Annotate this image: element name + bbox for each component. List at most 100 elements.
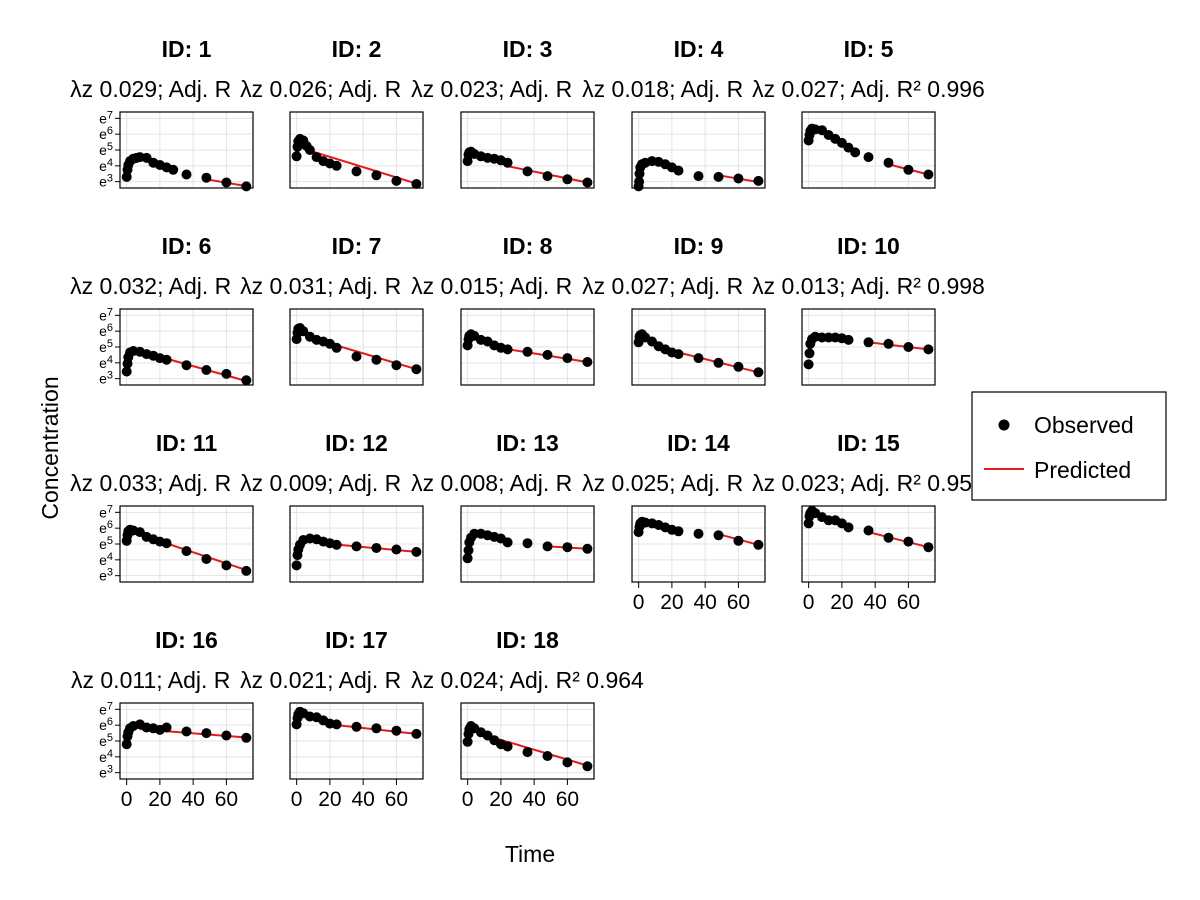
panel-subtitle-backdrop (742, 273, 995, 301)
observed-point (241, 375, 252, 386)
observed-point (201, 728, 212, 739)
panel-title: ID: 10 (837, 233, 900, 259)
panel-title: ID: 17 (325, 627, 388, 653)
observed-point (843, 522, 854, 533)
observed-point (903, 536, 914, 547)
observed-point (351, 541, 362, 552)
y-tick-label: e6 (99, 322, 113, 339)
observed-point (634, 176, 645, 187)
panel-title: ID: 2 (332, 36, 382, 62)
observed-point (221, 730, 232, 741)
y-tick-label: e3 (99, 370, 113, 387)
observed-point (673, 349, 684, 360)
panel-8: ID: 8λz 0.015; Adj. R² 0.977 (401, 233, 654, 386)
x-tick-label: 60 (215, 788, 238, 811)
x-tick-label: 20 (148, 788, 171, 811)
y-tick-label: e7 (99, 109, 113, 126)
y-tick-label: e7 (99, 306, 113, 323)
panel-title: ID: 12 (325, 430, 388, 456)
observed-point (161, 354, 172, 365)
observed-point (753, 539, 764, 550)
x-tick-label: 20 (318, 788, 341, 811)
y-tick-label: e5 (99, 338, 113, 355)
y-tick-label: e5 (99, 732, 113, 749)
observed-point (181, 169, 192, 180)
observed-point (241, 565, 252, 576)
observed-point (923, 542, 934, 553)
legend-predicted-label: Predicted (1034, 457, 1131, 483)
observed-point (351, 351, 362, 362)
panel-5: ID: 5 λz 0.027; Adj. R² 0.996 (742, 36, 995, 189)
panel-subtitle-backdrop (742, 76, 995, 104)
predicted-line (868, 341, 929, 351)
observed-point (168, 164, 179, 175)
panel-frame (289, 505, 424, 583)
observed-point (522, 166, 533, 177)
panel-title: ID: 6 (162, 233, 212, 259)
observed-point (221, 368, 232, 379)
observed-point (522, 747, 533, 758)
panel-title: ID: 11 (156, 430, 218, 456)
observed-point (863, 337, 874, 348)
observed-point (542, 541, 553, 552)
observed-point (713, 171, 724, 182)
panel-frame (460, 505, 595, 583)
panel-frame (631, 505, 766, 583)
observed-point (241, 732, 252, 743)
observed-point (582, 177, 593, 188)
observed-point (883, 532, 894, 543)
observed-point (181, 546, 192, 557)
panel-frame (460, 702, 595, 780)
observed-point (371, 543, 382, 553)
predicted-line (868, 531, 929, 549)
panel-subtitle: λz 0.024; Adj. R² 0.964 (411, 667, 644, 693)
panel-frame (801, 111, 936, 189)
observed-point (733, 535, 744, 546)
y-tick-label: e5 (99, 535, 113, 552)
x-tick-label: 60 (727, 591, 750, 614)
panel-frame (289, 111, 424, 189)
panel-subtitle: λz 0.013; Adj. R² 0.998 (752, 273, 985, 299)
observed-point (291, 560, 302, 571)
panel-title: ID: 1 (162, 36, 212, 62)
observed-point (693, 353, 704, 364)
observed-point (411, 546, 422, 557)
panel-15: ID: 15 λz 0.023; Adj. R² 0.958 0 20 40 60 (742, 430, 995, 614)
y-tick-label: e3 (99, 567, 113, 584)
observed-point (582, 761, 593, 772)
observed-point (331, 539, 342, 550)
observed-point (201, 172, 212, 183)
observed-point (462, 553, 473, 564)
observed-point (863, 152, 874, 163)
x-tick-label: 0 (803, 591, 815, 614)
observed-point (733, 173, 744, 184)
observed-point (673, 165, 684, 176)
panel-title: ID: 4 (674, 36, 724, 62)
panels-grid: ID: 1λz 0.029; Adj. R² 0.926e3e4e5e6e7ID… (60, 36, 995, 811)
observed-point (411, 364, 422, 375)
observed-point (411, 179, 422, 189)
observed-point (903, 342, 914, 352)
observed-point (733, 361, 744, 372)
observed-point (883, 338, 894, 349)
y-tick-label: e4 (99, 354, 113, 371)
observed-point (542, 171, 553, 182)
observed-point (562, 174, 573, 185)
panel-subtitle-backdrop (401, 667, 654, 695)
panel-title: ID: 9 (674, 233, 724, 259)
observed-point (181, 360, 192, 371)
x-tick-label: 0 (291, 788, 303, 811)
panel-title: ID: 16 (155, 627, 218, 653)
observed-point (863, 525, 874, 536)
observed-point (221, 560, 232, 571)
observed-point (923, 344, 934, 355)
observed-point (502, 741, 513, 752)
observed-point (201, 554, 212, 564)
observed-point (391, 725, 402, 736)
observed-point (221, 177, 232, 188)
observed-point (673, 526, 684, 537)
x-tick-label: 20 (489, 788, 512, 811)
observed-point (502, 344, 513, 355)
